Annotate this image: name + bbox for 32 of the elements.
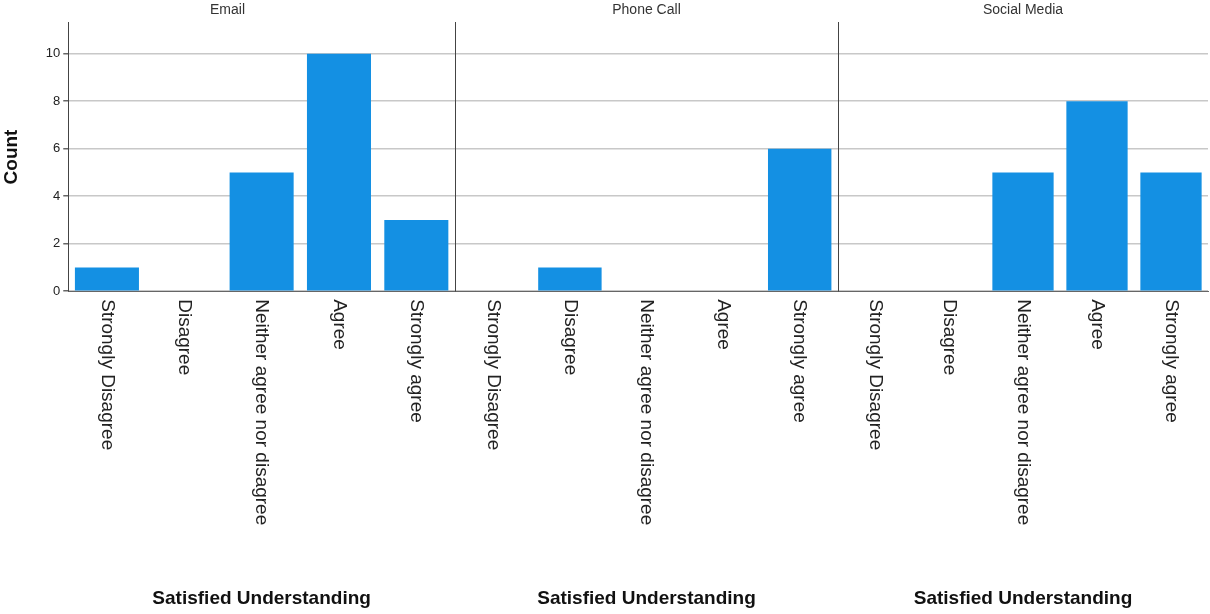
y-tick-label: 4 — [53, 187, 61, 203]
x-tick-label: Neither agree nor disagree — [1013, 299, 1035, 526]
bar — [229, 172, 294, 291]
y-tick-label: 0 — [53, 282, 61, 298]
x-tick-label: Strongly agree — [1161, 299, 1183, 423]
x-tick-label: Strongly agree — [407, 299, 429, 423]
y-tick-label: 2 — [53, 235, 61, 251]
y-tick-label: 10 — [45, 45, 61, 61]
bar — [384, 219, 449, 291]
y-axis-title: Count — [0, 128, 21, 185]
bar — [306, 53, 371, 291]
x-tick-label: Strongly agree — [790, 299, 812, 423]
y-tick-label: 6 — [53, 140, 61, 156]
x-tick-label: Strongly Disagree — [865, 299, 887, 451]
x-tick-label: Agree — [1087, 299, 1109, 350]
x-tick-label: Neither agree nor disagree — [252, 299, 274, 526]
x-axis-title: Satisfied Understanding — [152, 586, 371, 608]
chart-title: Phone Call — [612, 1, 681, 18]
bar — [74, 267, 139, 291]
x-tick-label: Disagree — [939, 299, 961, 376]
x-tick-label: Agree — [329, 299, 351, 350]
x-tick-label: Neither agree nor disagree — [637, 299, 659, 526]
x-tick-label: Disagree — [175, 299, 197, 376]
chart-title: Email — [209, 1, 246, 18]
x-tick-label: Agree — [713, 299, 735, 350]
x-tick-label: Strongly Disagree — [484, 299, 506, 451]
x-tick-label: Strongly Disagree — [97, 299, 119, 451]
y-tick-label: 8 — [53, 92, 61, 108]
x-tick-label: Disagree — [560, 299, 582, 376]
chart-title: Social Media — [982, 1, 1064, 18]
x-axis-title: Satisfied Understanding — [913, 586, 1133, 608]
x-axis-title: Satisfied Understanding — [537, 586, 756, 608]
